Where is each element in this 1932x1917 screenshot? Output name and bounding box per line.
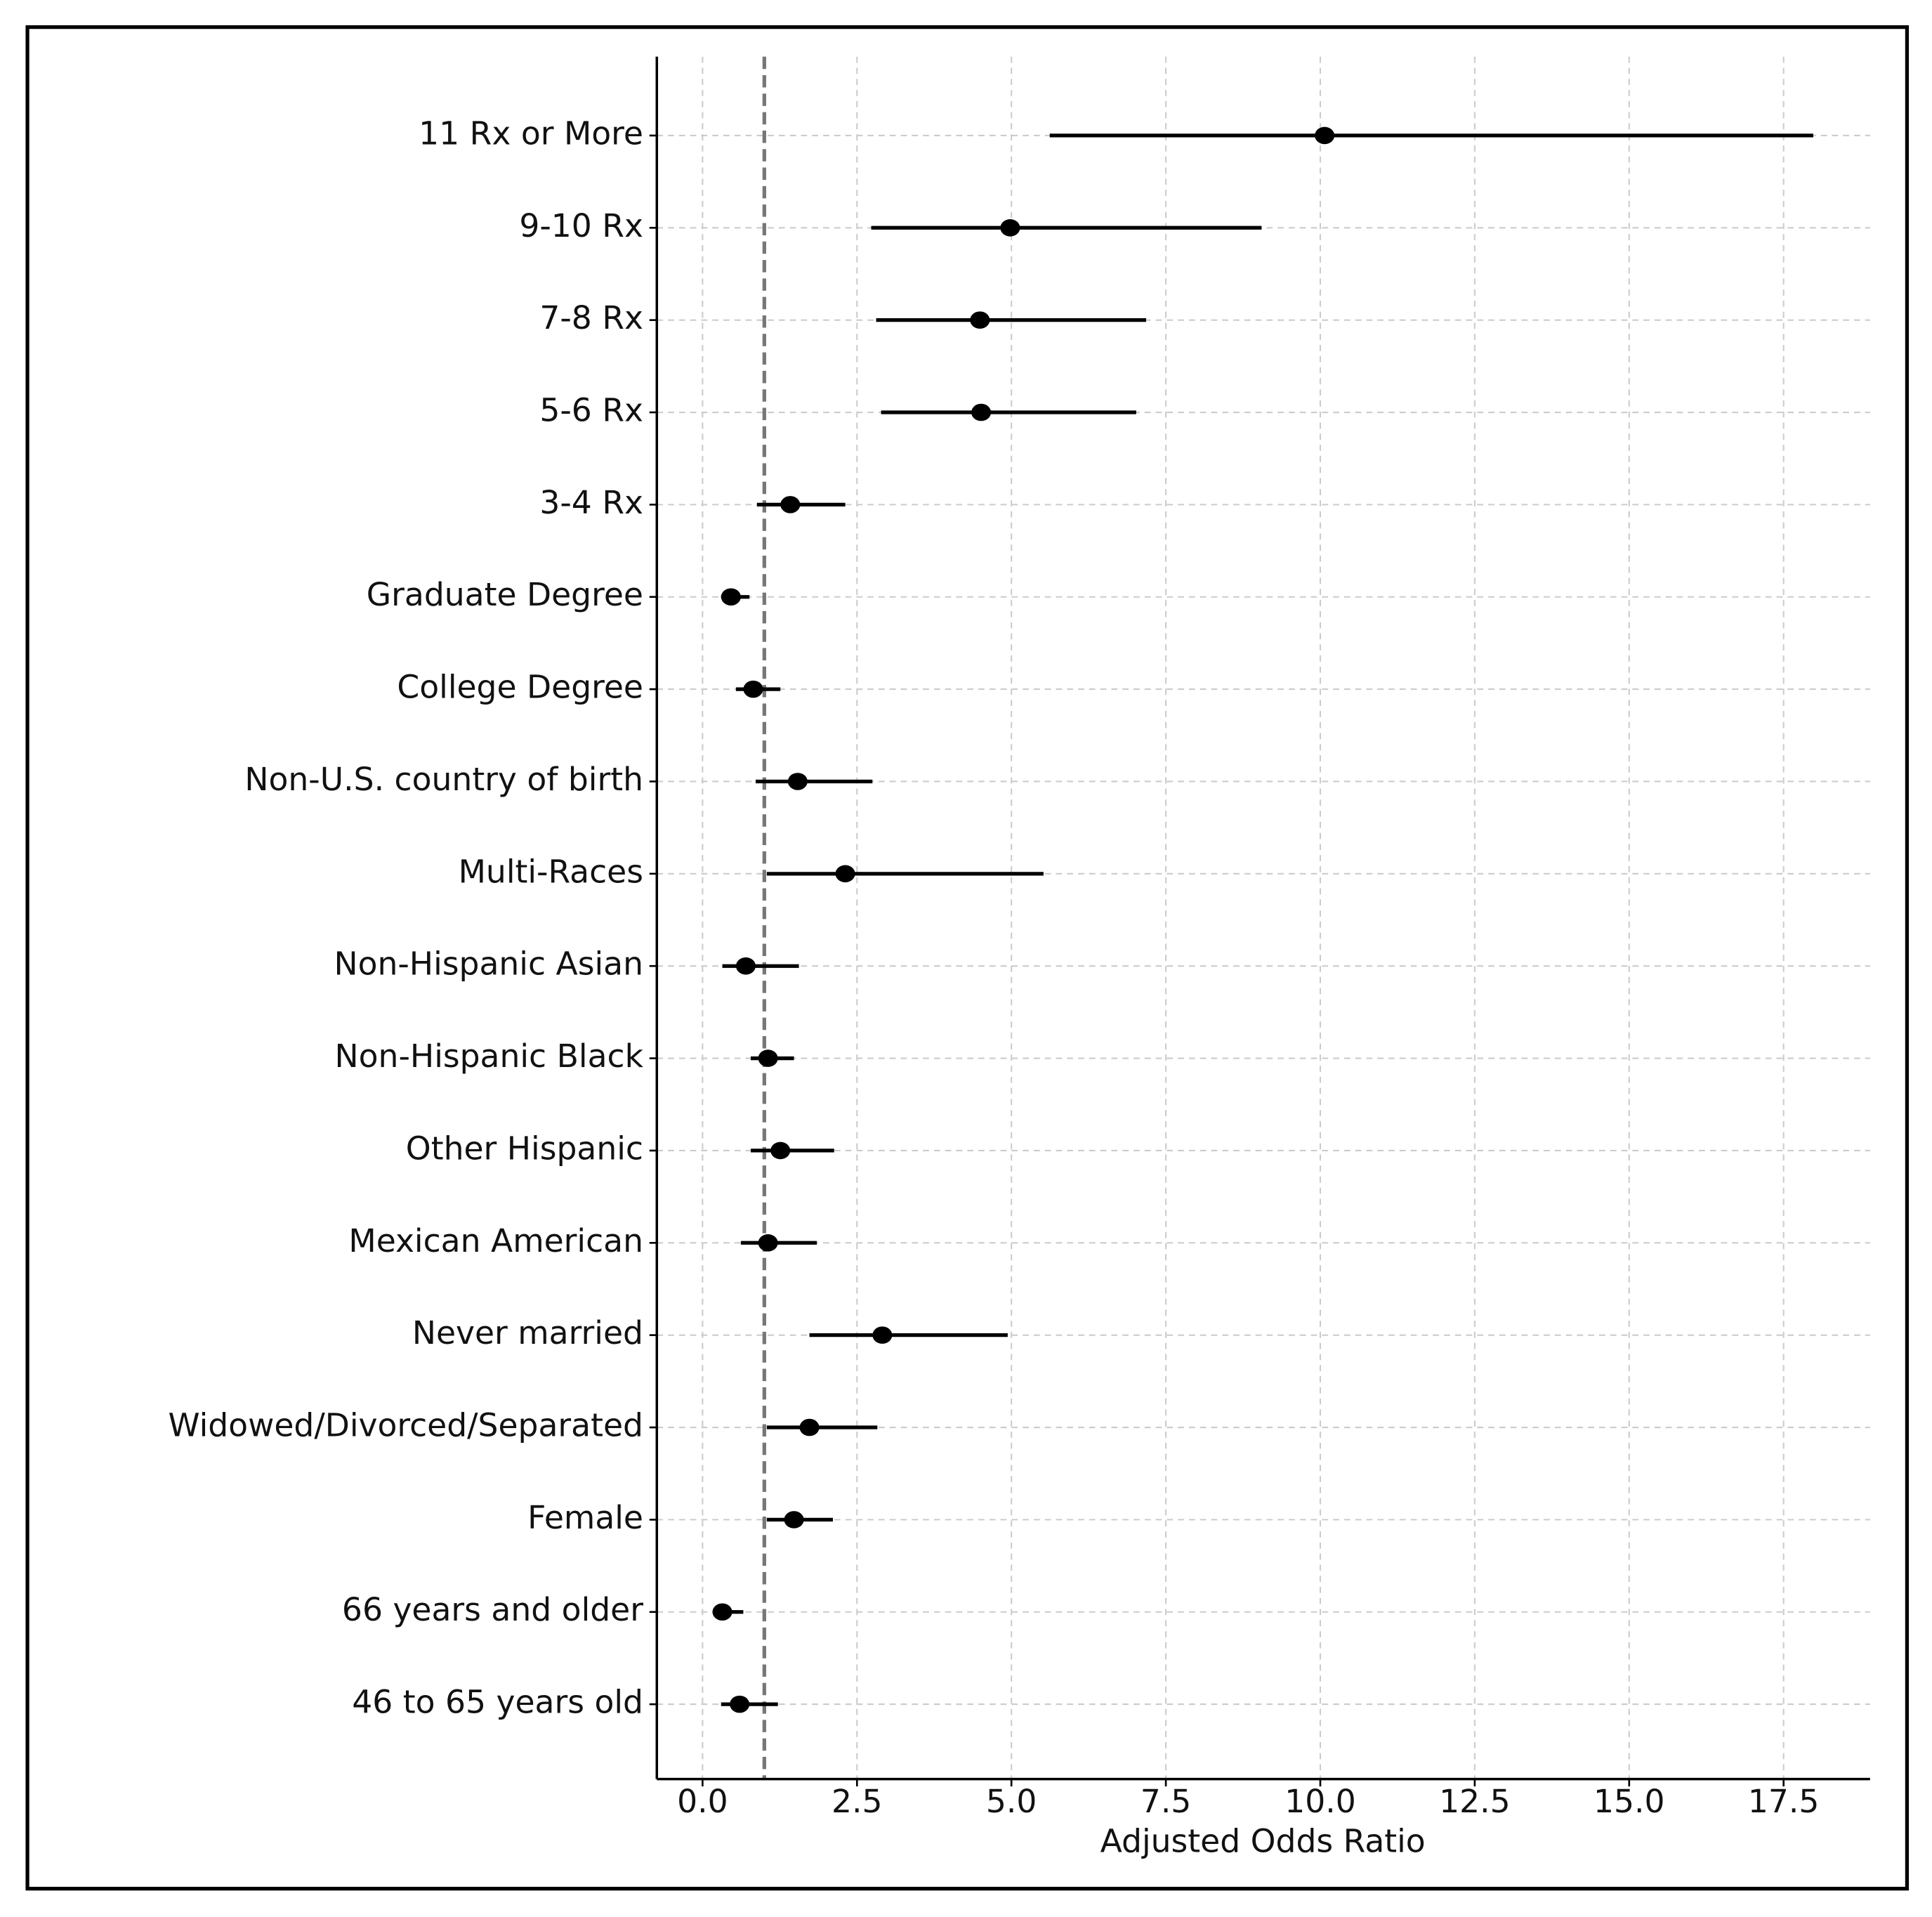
point-estimate	[787, 773, 808, 790]
point-estimate	[735, 957, 756, 975]
y-tick-label: Non-Hispanic Asian	[334, 946, 643, 983]
point-estimate	[770, 1141, 791, 1160]
point-estimate	[780, 496, 801, 513]
point-estimate	[799, 1418, 820, 1437]
y-tick-label: Female	[527, 1499, 643, 1536]
point-estimate	[721, 588, 741, 606]
point-estimate	[784, 1511, 804, 1529]
y-tick-label: Non-U.S. country of birth	[244, 761, 643, 798]
y-tick-label: 66 years and older	[342, 1591, 643, 1628]
x-tick-label: 7.5	[1141, 1783, 1192, 1820]
point-estimate	[1000, 219, 1020, 237]
point-estimate	[758, 1234, 778, 1252]
y-tick-label: Other Hispanic	[406, 1130, 643, 1167]
x-tick-label: 15.0	[1593, 1783, 1665, 1820]
point-estimate	[1315, 126, 1335, 145]
point-estimate	[970, 311, 990, 329]
point-estimate	[743, 680, 763, 698]
point-estimate	[730, 1695, 750, 1713]
point-estimate	[835, 865, 855, 883]
y-tick-label: Graduate Degree	[367, 576, 643, 613]
x-tick-label: 5.0	[986, 1783, 1037, 1820]
y-tick-label: Widowed/Divorced/Separated	[169, 1407, 643, 1444]
y-tick-label: 5-6 Rx	[539, 392, 643, 429]
y-tick-label: 3-4 Rx	[539, 484, 643, 521]
y-tick-label: College Degree	[397, 669, 643, 706]
x-tick-label: 17.5	[1748, 1783, 1820, 1820]
x-tick-label: 2.5	[832, 1783, 883, 1820]
x-axis-label: Adjusted Odds Ratio	[1100, 1822, 1426, 1859]
x-tick-label: 10.0	[1284, 1783, 1356, 1820]
frame	[25, 25, 1910, 1891]
y-tick-label: Non-Hispanic Black	[335, 1038, 644, 1075]
y-tick-label: Never married	[412, 1314, 643, 1352]
point-estimate	[758, 1049, 778, 1067]
x-tick-label: 0.0	[677, 1783, 728, 1820]
point-estimate	[872, 1326, 893, 1344]
y-tick-label: 46 to 65 years old	[352, 1684, 643, 1721]
point-estimate	[971, 403, 992, 421]
y-tick-label: 11 Rx or More	[419, 115, 643, 152]
x-tick-label: 12.5	[1439, 1783, 1511, 1820]
y-tick-label: Mexican American	[348, 1222, 643, 1260]
y-tick-label: Multi-Races	[459, 853, 643, 890]
y-tick-label: 7-8 Rx	[539, 299, 643, 336]
y-tick-label: 9-10 Rx	[519, 207, 643, 244]
point-estimate	[712, 1603, 732, 1621]
